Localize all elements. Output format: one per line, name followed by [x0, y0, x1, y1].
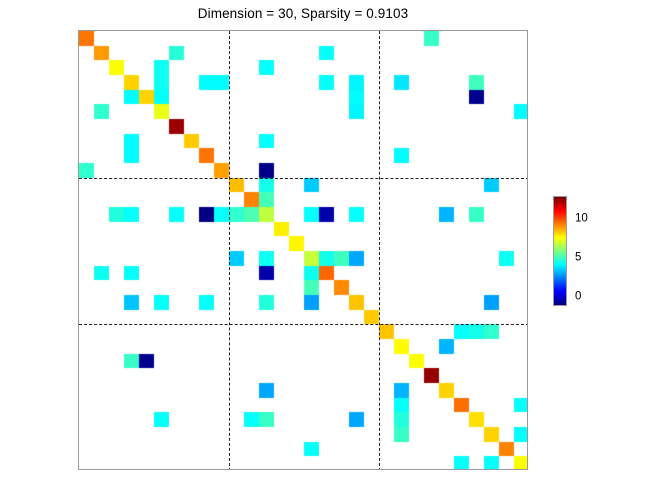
sparse-matrix-heatmap: [79, 31, 527, 469]
colorbar-tick-label: 5: [575, 251, 582, 264]
colorbar: 0 5 10: [553, 196, 633, 306]
colorbar-gradient: [553, 196, 567, 306]
matrix-axes: [78, 30, 528, 470]
colorbar-tick-label: 10: [575, 212, 588, 225]
page-title: Dimension = 30, Sparsity = 0.9103: [197, 6, 409, 21]
colorbar-tick-label: 0: [575, 289, 582, 302]
